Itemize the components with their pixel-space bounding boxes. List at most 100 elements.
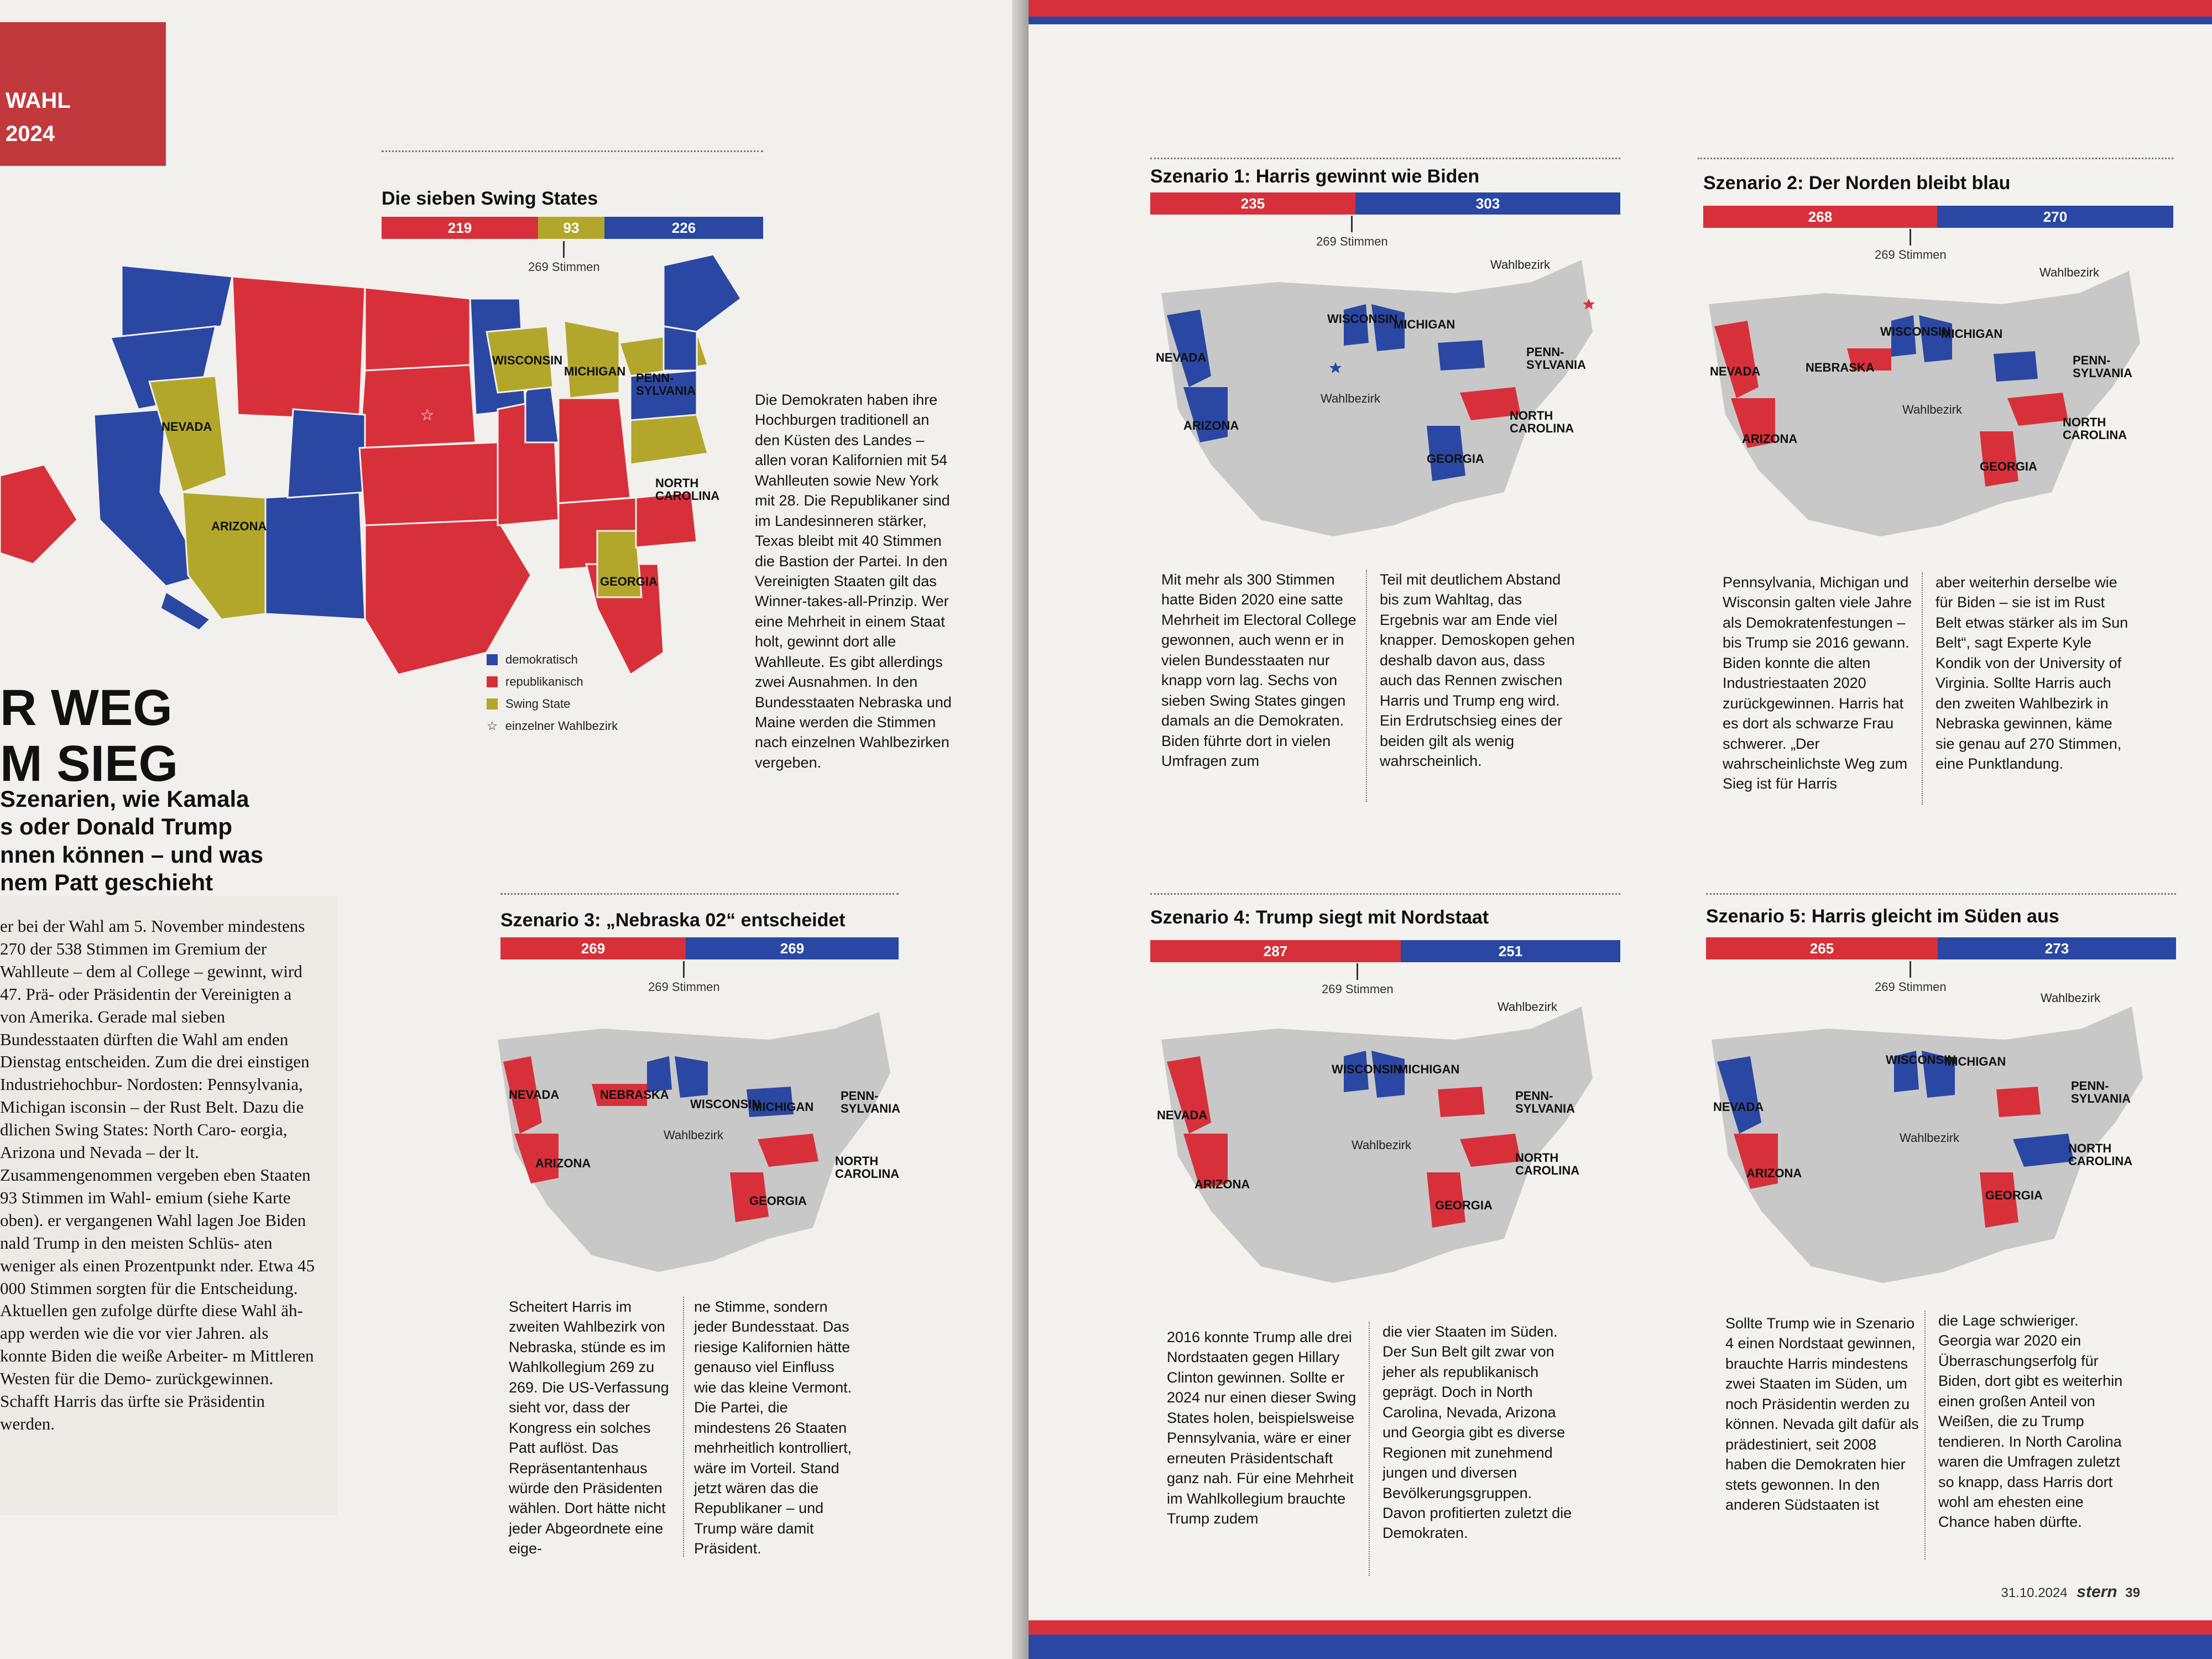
column-separator [1369, 1322, 1370, 1576]
map-label-wisconsin: WISCONSIN [492, 353, 563, 367]
map-label-wisconsin: WISCONSIN [1327, 312, 1398, 326]
map-label-arizona: ARIZONA [1746, 1166, 1802, 1180]
scenario-3-text-right: ne Stimme, sondern jeder Bundesstaat. Da… [694, 1298, 852, 1557]
map-label-wisconsin: WISCONSIN [690, 1097, 761, 1111]
scenario-1-text-left: Mit mehr als 300 Stimmen hatte Biden 202… [1161, 571, 1357, 769]
lead-background [0, 896, 337, 1515]
scenario-4-map [1161, 1006, 1593, 1283]
threshold-marker: 269 Stimmen [1316, 216, 1388, 249]
column-separator [1922, 572, 1923, 805]
scenario-5-text-right: die Lage schwieriger. Georgia war 2020 e… [1938, 1312, 2123, 1531]
threshold-marker: 269 Stimmen [1875, 961, 1947, 994]
bar-segment-republican: 265 [1706, 937, 1938, 959]
map-label-georgia: GEORGIA [1985, 1188, 2043, 1202]
map-label-north-carolina: NORTH CAROLINA [835, 1154, 900, 1181]
star-icon [1583, 299, 1595, 310]
map-label-north-carolina: NORTH CAROLINA [1510, 409, 1574, 436]
star-icon [1329, 362, 1342, 373]
lead-text: er bei der Wahl am 5. November mindesten… [0, 916, 315, 1433]
map-label-wisconsin: WISCONSIN [1886, 1053, 1957, 1067]
legend-democratic: demokratisch [487, 653, 578, 667]
bar-segment-republican: 287 [1150, 940, 1401, 962]
map-label-michigan: MICHIGAN [1394, 317, 1455, 331]
map-label-arizona: ARIZONA [535, 1156, 591, 1170]
box-divider [500, 893, 899, 895]
map-label-nebraska: NEBRASKA [1806, 361, 1875, 374]
scenario-3-bar: 269 269 [500, 937, 899, 959]
issue-date: 31.10.2024 [2001, 1585, 2068, 1600]
district-label-maine: Wahlbezirk [1490, 258, 1550, 272]
scenario-5-map [1712, 1006, 2143, 1283]
map-label-north-carolina: NORTH CAROLINA [1515, 1151, 1580, 1178]
section-tag: WAHL 2024 [0, 22, 166, 166]
bar-segment-republican: 269 [500, 937, 686, 959]
scenario-2-title: Szenario 2: Der Norden bleibt blau [1703, 173, 2011, 194]
district-label-maine: Wahlbezirk [2039, 265, 2099, 279]
scenario-4-text-left: 2016 konnte Trump alle drei Nordstaaten … [1167, 1329, 1357, 1527]
map-label-wisconsin: WISCONSIN [1880, 325, 1951, 338]
scenario-2-map [1709, 271, 2140, 536]
brand-logo: stern [2077, 1583, 2117, 1601]
scenario-1-map [1161, 260, 1595, 536]
box-divider [1150, 893, 1620, 895]
district-label-maine: Wahlbezirk [1498, 1000, 1557, 1014]
threshold-marker: 269 Stimmen [528, 241, 600, 274]
scenario-4-bar: 287 251 [1150, 940, 1620, 962]
scenario-1-title: Szenario 1: Harris gewinnt wie Biden [1150, 166, 1480, 187]
map-label-arizona: ARIZONA [1742, 432, 1798, 446]
swing-states-bar: 219 93 226 [382, 217, 763, 239]
map-label-pennsylvania: PENN- SYLVANIA [1526, 345, 1586, 372]
column-separator [1366, 570, 1367, 802]
page-footer: 31.10.2024 stern 39 [2001, 1583, 2140, 1601]
map-label-michigan: MICHIGAN [752, 1100, 814, 1114]
map-label-north-carolina: NORTH CAROLINA [655, 476, 720, 503]
legend-republican: republikanisch [487, 675, 583, 689]
district-label: Wahlbezirk [1352, 1138, 1411, 1152]
scenario-2-text-right: aber weiterhin derselbe wie für Biden – … [1936, 574, 2128, 772]
bar-segment-republican: 268 [1703, 206, 1937, 228]
map-label-michigan: MICHIGAN [1941, 327, 2003, 341]
column-separator [1924, 1311, 1926, 1559]
map-label-nebraska: NEBRASKA [600, 1088, 669, 1102]
map-label-georgia: GEORGIA [1980, 460, 2037, 473]
legend-district: ☆ einzelner Wahlbezirk [487, 719, 618, 733]
map-label-arizona: ARIZONA [1194, 1177, 1250, 1191]
scenario-5-bar: 265 273 [1706, 937, 2176, 959]
scenario-2-bar: 268 270 [1703, 206, 2173, 228]
star-icon: ☆ [420, 406, 434, 424]
headline: R WEG M SIEG [0, 680, 179, 792]
map-label-michigan: MICHIGAN [564, 364, 626, 378]
map-label-georgia: GEORGIA [1435, 1198, 1493, 1212]
bar-segment-democratic: 269 [686, 937, 899, 959]
map-label-pennsylvania: PENN- SYLVANIA [2071, 1079, 2131, 1106]
map-label-arizona: ARIZONA [211, 519, 267, 533]
threshold-marker: 269 Stimmen [1875, 229, 1947, 262]
scenario-3-text-left: Scheitert Harris im zweiten Wahlbezirk v… [509, 1298, 669, 1557]
bar-segment-democratic: 273 [1938, 937, 2176, 959]
map-label-georgia: GEORGIA [1427, 452, 1484, 466]
box-divider [1698, 158, 2173, 159]
scenario-5-title: Szenario 5: Harris gleicht im Süden aus [1706, 906, 2059, 927]
page-number: 39 [2125, 1585, 2140, 1600]
map-label-arizona: ARIZONA [1183, 419, 1239, 432]
map-label-nevada: NEVADA [161, 420, 212, 434]
bottom-stripe [1029, 1620, 2212, 1659]
scenario-1-bar: 235 303 [1150, 192, 1620, 215]
column-separator [683, 1297, 684, 1557]
scenario-3-title: Szenario 3: „Nebraska 02“ entscheidet [500, 910, 846, 931]
map-label-pennsylvania: PENN- SYLVANIA [636, 371, 696, 398]
scenario-3-map [498, 1012, 890, 1272]
left-page: WAHL 2024 Die sieben Swing States 219 93… [0, 0, 1051, 1659]
district-label-maine: Wahlbezirk [2041, 991, 2100, 1005]
bar-segment-republican: 235 [1150, 192, 1355, 215]
district-label: Wahlbezirk [1321, 392, 1380, 405]
map-label-georgia: GEORGIA [749, 1194, 807, 1208]
district-label: Wahlbezirk [664, 1128, 723, 1142]
threshold-marker: 269 Stimmen [1322, 963, 1394, 997]
star-icon: ☆ [487, 719, 498, 733]
threshold-marker: 269 Stimmen [648, 961, 720, 994]
map-label-pennsylvania: PENN- SYLVANIA [2073, 353, 2132, 380]
district-label: Wahlbezirk [1902, 403, 1962, 416]
map-label-nevada: NEVADA [1156, 351, 1207, 364]
swing-states-text: Die Demokraten haben ihre Hochburgen tra… [755, 392, 952, 771]
